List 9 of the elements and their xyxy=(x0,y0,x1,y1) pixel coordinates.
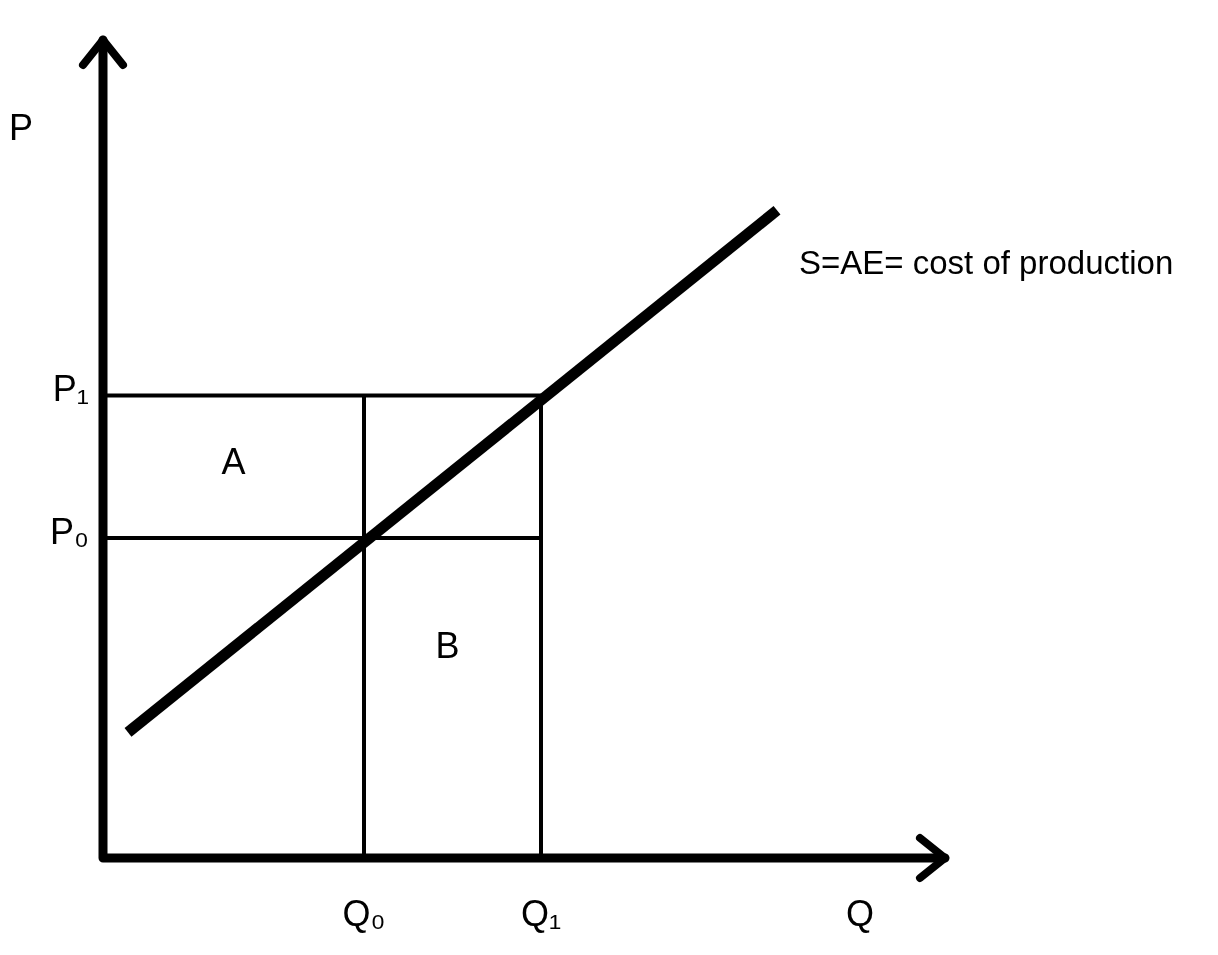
x-tick-label: Q₁ xyxy=(520,892,562,934)
ref-line-label: P₀ xyxy=(50,510,89,552)
x-tick-label: Q₀ xyxy=(342,892,386,934)
series-label: S=AE= cost of production xyxy=(799,244,1174,282)
annotation: B xyxy=(435,624,460,666)
annotation: A xyxy=(221,440,246,482)
y-axis-title: P xyxy=(8,106,34,148)
x-axis-title: Q xyxy=(845,892,875,934)
ref-line-label: P₁ xyxy=(52,368,89,410)
